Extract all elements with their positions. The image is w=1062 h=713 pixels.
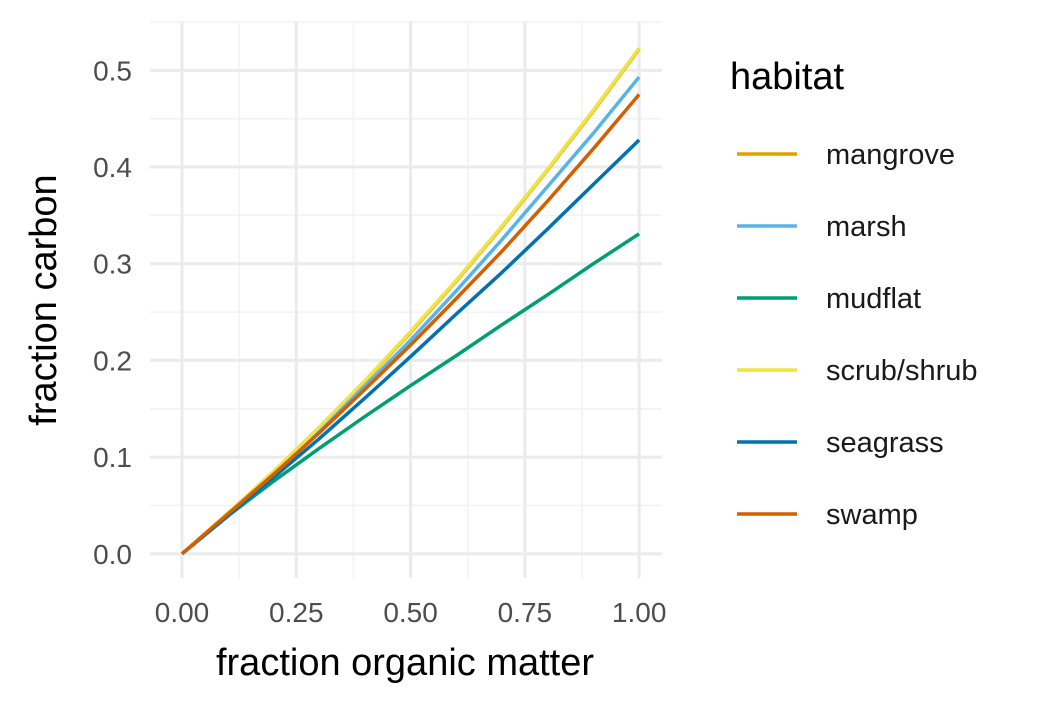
x-tick-label: 0.75	[498, 597, 553, 628]
series-line-mudflat	[180, 232, 641, 556]
x-axis-ticks: 0.00 0.25 0.50 0.75 1.00	[155, 597, 667, 628]
legend-label: mangrove	[826, 139, 955, 171]
legend-title: habitat	[730, 56, 845, 98]
x-axis-title: fraction organic matter	[216, 642, 594, 684]
legend-item: seagrass	[737, 427, 944, 459]
y-tick-label: 0.5	[93, 55, 132, 86]
legend-items: mangrove marsh mudflat scrub/shrub seagrass s…	[737, 139, 978, 531]
x-tick-label: 0.00	[155, 597, 210, 628]
legend-item: mudflat	[737, 283, 921, 315]
series-layer	[180, 47, 641, 556]
series-line-swamp	[180, 93, 641, 556]
legend-label: mudflat	[826, 283, 921, 315]
x-tick-label: 1.00	[612, 597, 667, 628]
legend-label: swamp	[826, 499, 918, 531]
grid	[150, 21, 662, 578]
y-axis-ticks: 0.0 0.1 0.2 0.3 0.4 0.5	[93, 55, 132, 569]
legend-item: marsh	[737, 211, 907, 243]
x-tick-label: 0.25	[269, 597, 324, 628]
legend-label: marsh	[826, 211, 907, 243]
y-tick-label: 0.1	[93, 442, 132, 473]
y-tick-label: 0.4	[93, 152, 132, 183]
y-tick-label: 0.2	[93, 345, 132, 376]
y-axis-title: fraction carbon	[23, 174, 65, 425]
y-tick-label: 0.3	[93, 249, 132, 280]
legend-label: scrub/shrub	[826, 355, 978, 387]
legend: habitat mangrove marsh mudflat scrub/shrub s…	[730, 56, 978, 531]
y-tick-label: 0.0	[93, 539, 132, 570]
x-tick-label: 0.50	[383, 597, 438, 628]
series-line-seagrass	[180, 138, 641, 556]
legend-item: swamp	[737, 499, 918, 531]
legend-item: mangrove	[737, 139, 955, 171]
legend-label: seagrass	[826, 427, 944, 459]
legend-item: scrub/shrub	[737, 355, 978, 387]
